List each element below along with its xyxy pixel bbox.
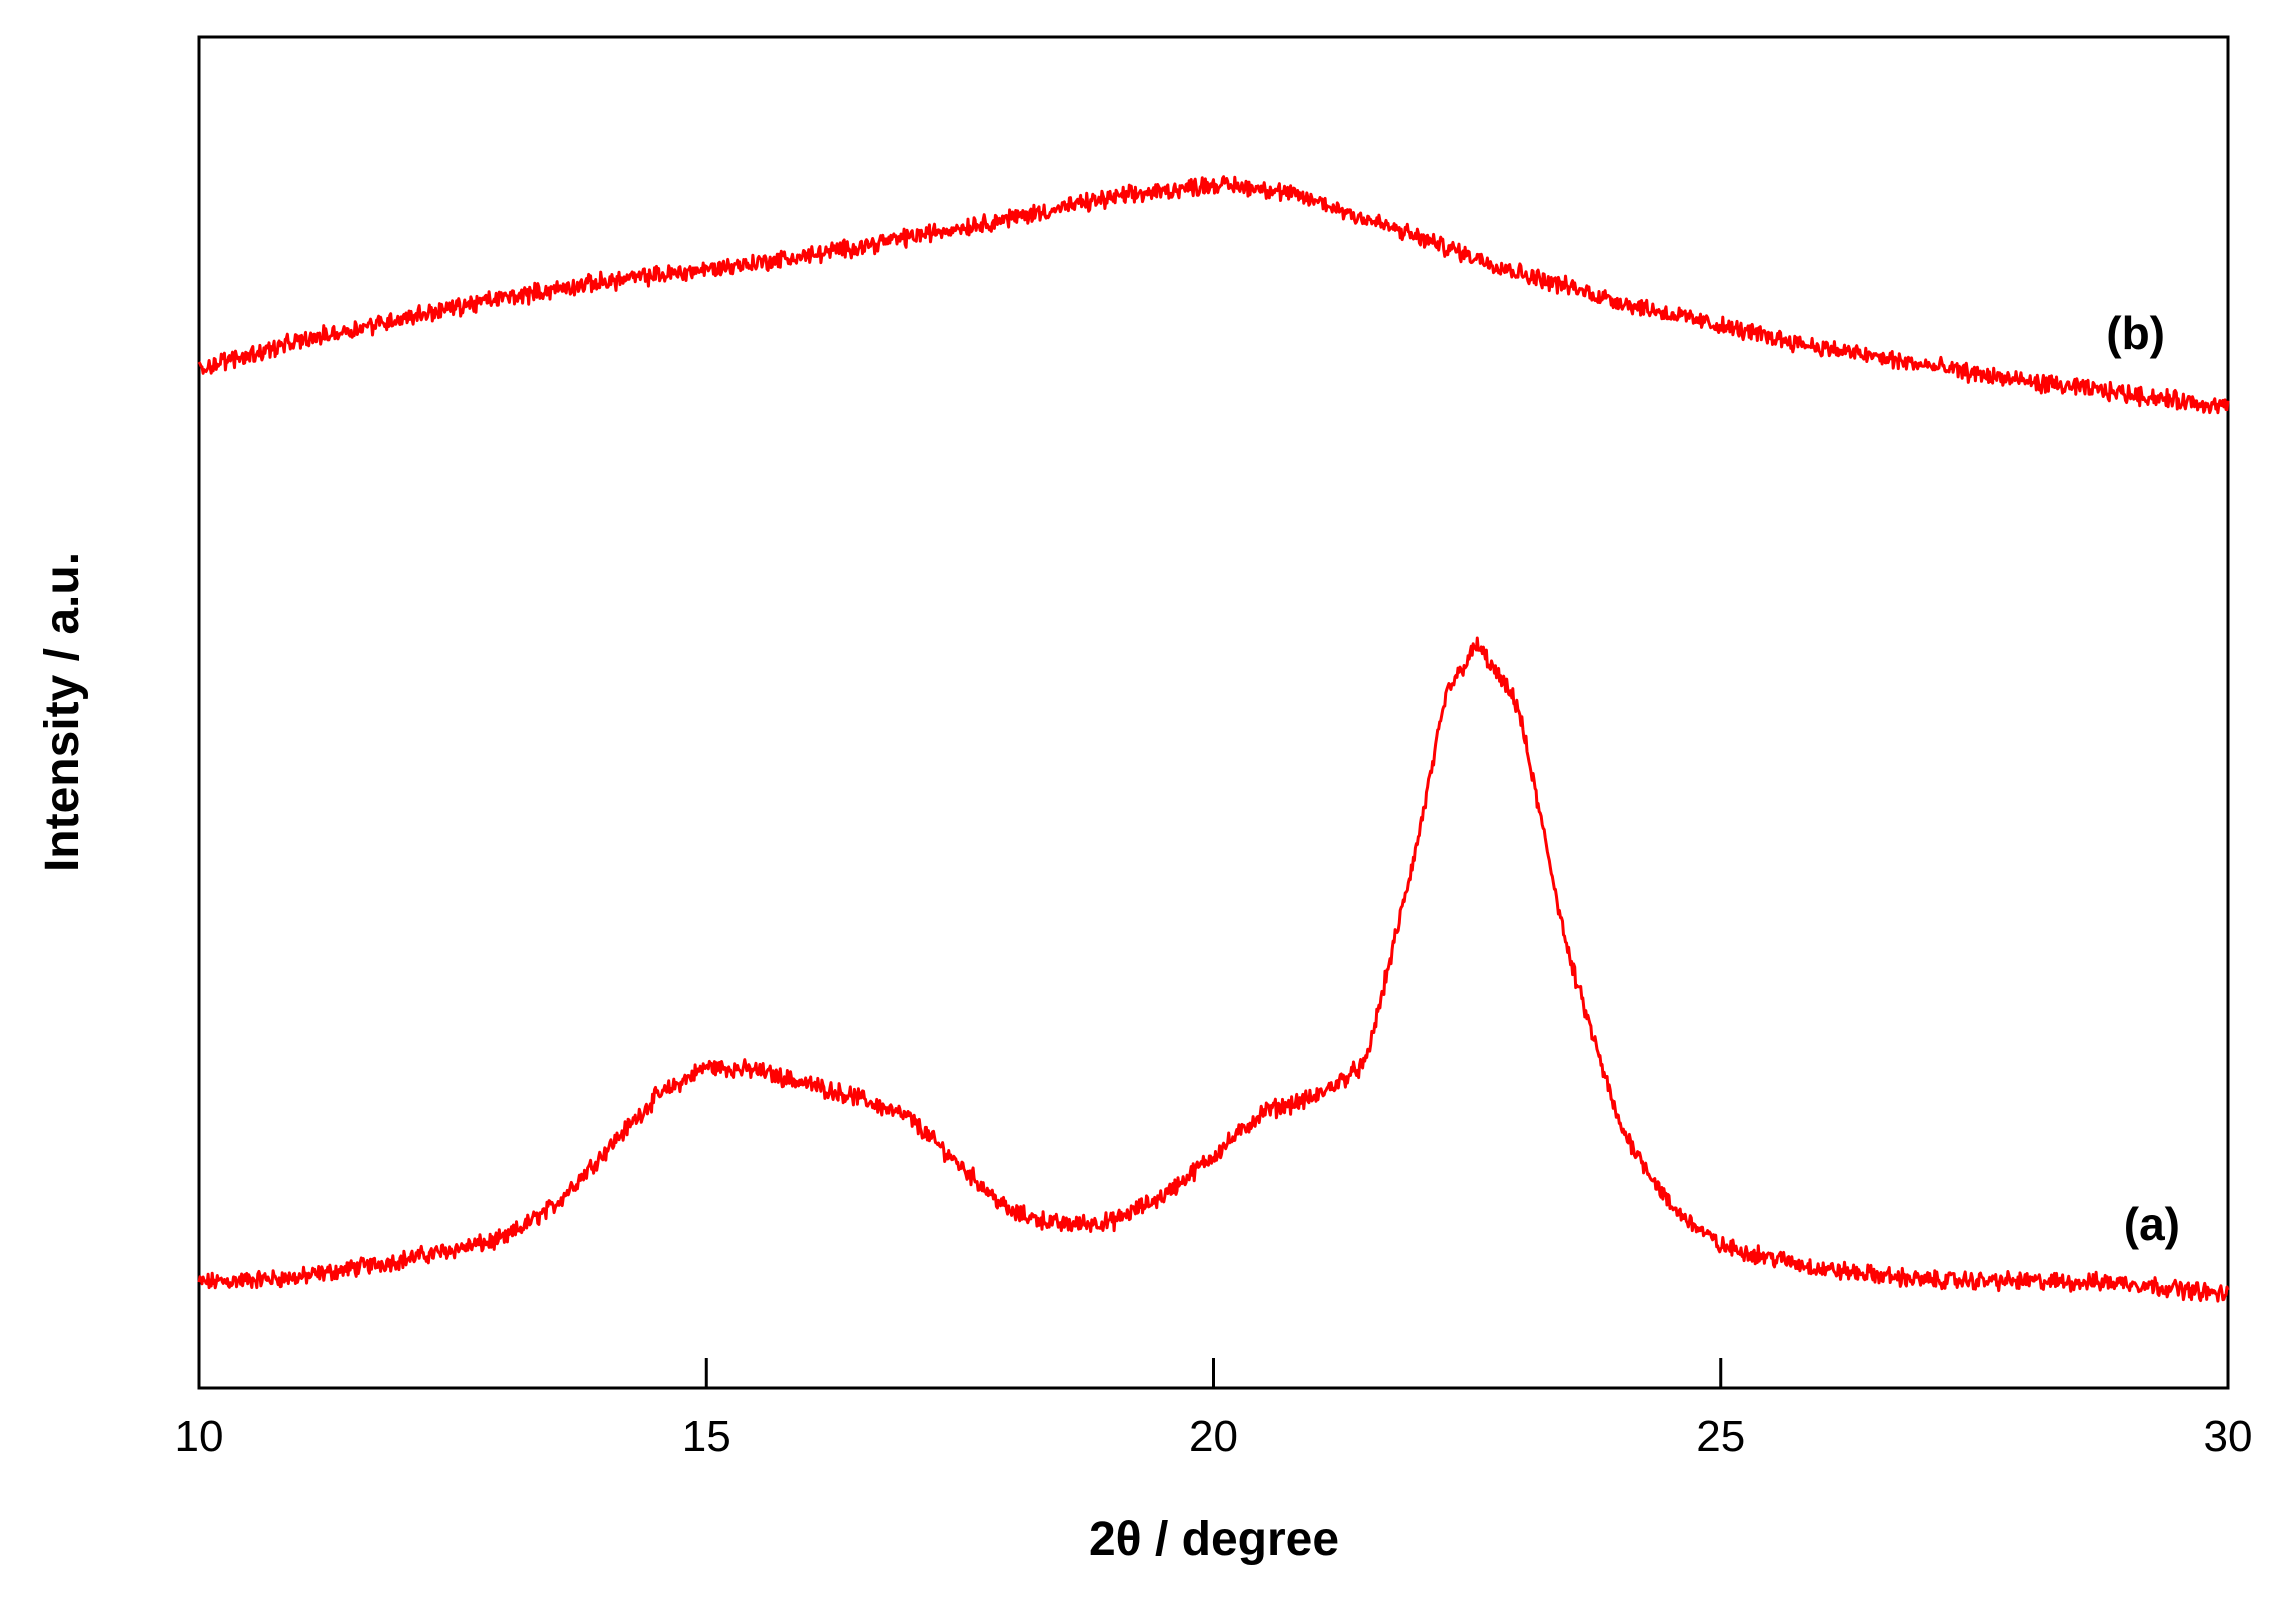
series-layer bbox=[197, 175, 2230, 1303]
x-tick-label: 20 bbox=[1189, 1412, 1238, 1461]
y-axis-title: Intensity / a.u. bbox=[36, 552, 89, 872]
series-labels: (a) (b) bbox=[2106, 307, 2180, 1250]
series-label-a: (a) bbox=[2124, 1198, 2180, 1250]
x-tick-label: 10 bbox=[175, 1412, 224, 1461]
x-axis-ticks: 10 15 20 25 30 bbox=[175, 1358, 2253, 1461]
series-label-b: (b) bbox=[2106, 307, 2165, 359]
x-tick-label: 15 bbox=[682, 1412, 731, 1461]
series-line-a bbox=[197, 636, 2230, 1303]
series-line-b bbox=[197, 175, 2230, 415]
plot-frame bbox=[197, 35, 2230, 1390]
x-tick-label: 30 bbox=[2204, 1412, 2253, 1461]
x-tick-label: 25 bbox=[1696, 1412, 1745, 1461]
x-axis-title: 2θ / degree bbox=[1089, 1513, 1339, 1566]
